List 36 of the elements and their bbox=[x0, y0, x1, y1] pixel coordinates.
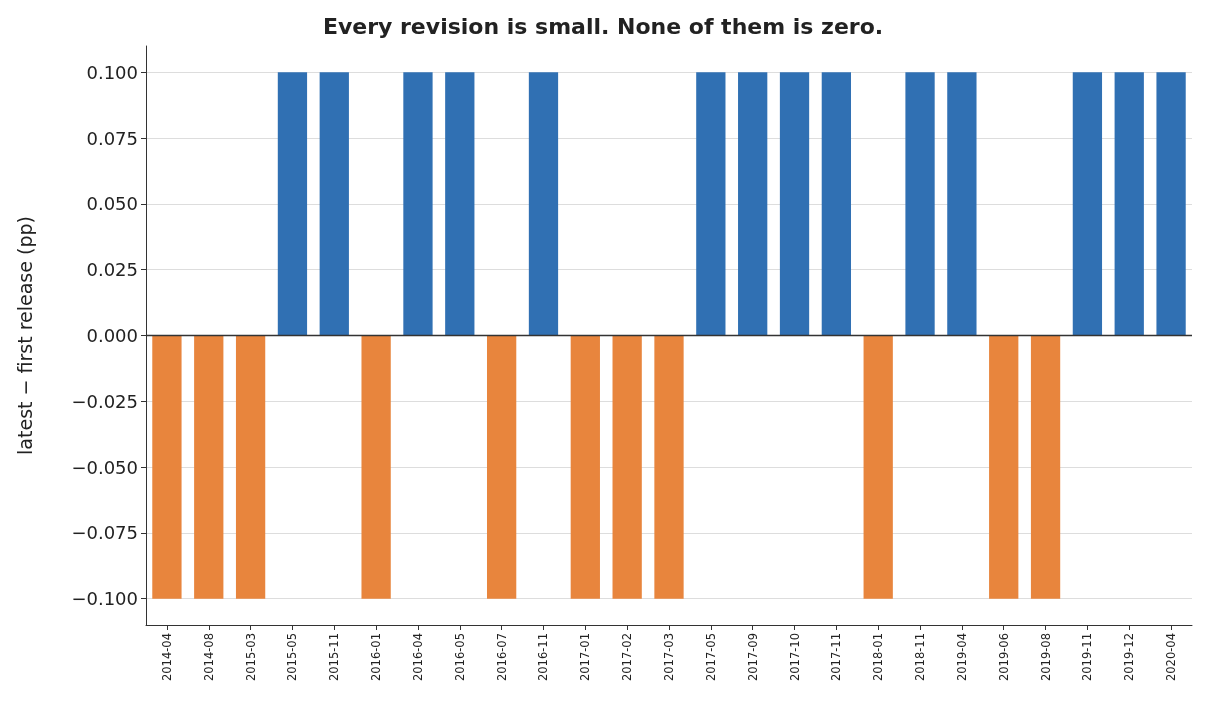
x-tick-label: 2017-01 bbox=[578, 633, 593, 682]
x-tick-label: 2017-02 bbox=[620, 633, 635, 682]
y-tick-label: −0.075 bbox=[71, 522, 138, 544]
y-tick-label: 0.025 bbox=[86, 259, 138, 281]
chart-title: Every revision is small. None of them is zero. bbox=[322, 13, 884, 39]
x-tick-label: 2016-04 bbox=[410, 633, 425, 682]
x-tick-label: 2017-11 bbox=[829, 633, 844, 682]
x-tick-label: 2014-04 bbox=[159, 633, 174, 682]
x-tick-label: 2017-05 bbox=[703, 633, 718, 682]
x-tick-label: 2018-11 bbox=[913, 633, 928, 682]
x-tick-label: 2020-04 bbox=[1164, 633, 1179, 682]
x-tick-label: 2016-11 bbox=[536, 633, 551, 682]
x-tick-label: 2014-08 bbox=[201, 633, 216, 682]
y-tick-label: 0.075 bbox=[86, 127, 138, 149]
y-axis-title: latest − first release (pp) bbox=[13, 216, 36, 455]
x-tick-label: 2019-04 bbox=[954, 633, 969, 682]
y-tick-label: 0.100 bbox=[86, 61, 138, 83]
y-tick-label: −0.025 bbox=[71, 390, 138, 412]
y-tick-label: 0.050 bbox=[86, 193, 138, 215]
x-tick-label: 2017-03 bbox=[662, 633, 676, 682]
x-tick-label: 2016-07 bbox=[494, 633, 509, 682]
x-tick-label: 2019-08 bbox=[1038, 633, 1053, 682]
x-tick-label: 2015-03 bbox=[243, 633, 258, 682]
y-tick-label: −0.050 bbox=[71, 456, 138, 478]
x-tick-label: 2016-05 bbox=[452, 633, 467, 682]
x-tick-label: 2016-01 bbox=[369, 633, 384, 682]
x-tick-label: 2019-11 bbox=[1080, 633, 1095, 682]
x-tick-label: 2017-10 bbox=[787, 633, 802, 682]
y-tick-label: −0.100 bbox=[71, 588, 138, 610]
x-tick-label: 2015-11 bbox=[327, 633, 342, 682]
x-tick-label: 2019-06 bbox=[996, 633, 1011, 682]
x-tick-label: 2017-09 bbox=[745, 633, 760, 682]
x-tick-label: 2015-05 bbox=[285, 633, 300, 682]
x-tick-label: 2018-01 bbox=[871, 633, 886, 682]
x-tick-label: 2019-12 bbox=[1122, 633, 1137, 682]
y-tick-label: 0.000 bbox=[86, 325, 138, 346]
